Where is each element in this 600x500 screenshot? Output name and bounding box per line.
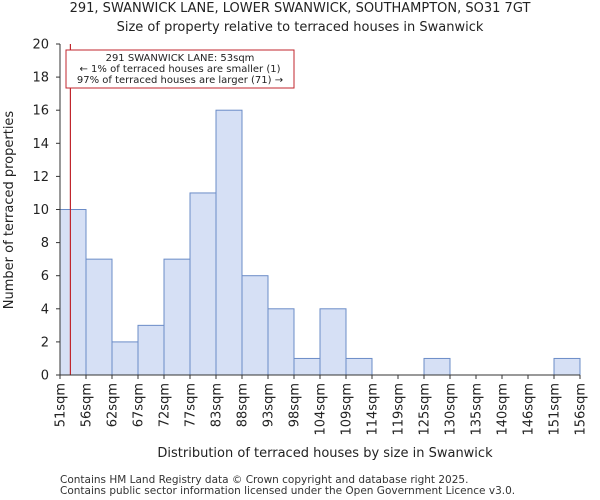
x-tick-label-135sqm: 135sqm [470, 383, 485, 436]
annotation-line-3: 97% of terraced houses are larger (71) → [77, 75, 283, 86]
bar-109sqm [345, 357, 373, 376]
chart-subtitle: Size of property relative to terraced ho… [117, 20, 484, 35]
x-tick-label-114sqm: 114sqm [366, 383, 381, 436]
bar-83sqm [215, 109, 243, 376]
y-tick-label-10: 10 [32, 203, 49, 218]
x-tick-label-140sqm: 140sqm [496, 383, 511, 436]
annotation-line-2: ← 1% of terraced houses are smaller (1) [80, 64, 281, 75]
y-tick-label-4: 4 [41, 302, 49, 317]
bar-98sqm [293, 357, 321, 376]
bar-151sqm [553, 357, 581, 376]
chart-title: 291, SWANWICK LANE, LOWER SWANWICK, SOUT… [70, 1, 531, 16]
y-tick-label-6: 6 [41, 269, 49, 284]
footer-line-1: Contains HM Land Registry data © Crown c… [60, 474, 468, 486]
footer-line-2: Contains public sector information licen… [60, 485, 515, 497]
bar-93sqm [267, 308, 295, 376]
x-tick-label-119sqm: 119sqm [392, 383, 407, 436]
x-tick-label-109sqm: 109sqm [340, 383, 355, 436]
y-tick-label-12: 12 [32, 170, 49, 185]
y-tick-label-8: 8 [41, 236, 49, 251]
x-tick-label-151sqm: 151sqm [548, 383, 563, 436]
annotation-line-1: 291 SWANWICK LANE: 53sqm [106, 53, 255, 64]
x-tick-label-62sqm: 62sqm [106, 383, 121, 427]
bar-125sqm [423, 357, 451, 376]
bars-group [59, 109, 581, 376]
y-tick-label-18: 18 [32, 71, 49, 86]
annotation-frame [65, 49, 295, 89]
x-tick-label-83sqm: 83sqm [210, 383, 225, 427]
x-tick-label-88sqm: 88sqm [236, 383, 251, 427]
bar-88sqm [241, 275, 269, 376]
bar-51sqm [59, 209, 87, 376]
bar-56sqm [85, 258, 113, 376]
x-tick-label-51sqm: 51sqm [54, 383, 69, 427]
x-tick-label-125sqm: 125sqm [418, 383, 433, 436]
bar-62sqm [111, 341, 139, 376]
y-tick-label-14: 14 [32, 137, 49, 152]
x-tick-label-146sqm: 146sqm [522, 383, 537, 436]
x-tick-label-72sqm: 72sqm [158, 383, 173, 427]
x-tick-label-56sqm: 56sqm [80, 383, 95, 427]
x-axis-label: Distribution of terraced houses by size … [157, 446, 493, 461]
x-tick-label-156sqm: 156sqm [574, 383, 589, 436]
x-tick-label-98sqm: 98sqm [288, 383, 303, 427]
y-tick-label-20: 20 [32, 38, 49, 53]
bar-72sqm [163, 258, 191, 376]
x-tick-label-67sqm: 67sqm [132, 383, 147, 427]
y-ticks-group: 0 2 4 6 8 10 12 14 16 18 20 [32, 38, 60, 384]
y-tick-label-0: 0 [41, 369, 49, 384]
y-tick-label-2: 2 [41, 335, 49, 350]
x-tick-label-104sqm: 104sqm [314, 383, 329, 436]
bar-67sqm [137, 324, 165, 376]
x-ticks-group: 51sqm 56sqm 62sqm 67sqm 72sqm 77sqm 83sqm 88sqm… [54, 375, 589, 436]
x-tick-label-77sqm: 77sqm [184, 383, 199, 427]
annotation-box: 291 SWANWICK LANE: 53sqm ← 1% of terrace… [65, 49, 295, 89]
y-axis-label: Number of terraced properties [2, 111, 17, 310]
x-tick-label-93sqm: 93sqm [262, 383, 277, 427]
bar-77sqm [189, 192, 217, 376]
bar-104sqm [319, 308, 347, 376]
x-tick-label-130sqm: 130sqm [444, 383, 459, 436]
y-tick-label-16: 16 [32, 104, 49, 119]
